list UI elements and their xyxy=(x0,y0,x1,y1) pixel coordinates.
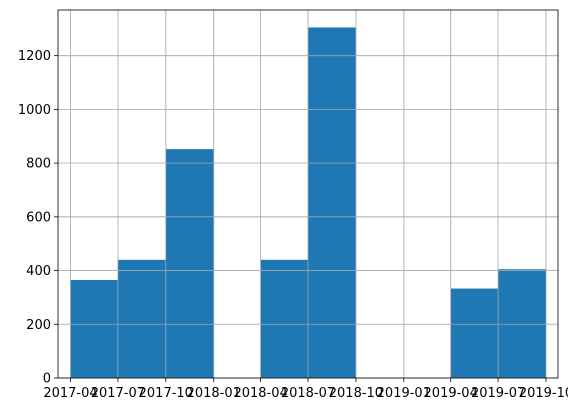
histogram-bar xyxy=(498,269,547,378)
x-tick-label: 2019-07 xyxy=(471,386,525,401)
histogram-bars xyxy=(70,27,547,379)
y-tick-label: 600 xyxy=(26,210,51,225)
x-tick-label: 2017-04 xyxy=(43,386,97,401)
axis-tick-labels: 2017-042017-072017-102018-012018-042018-… xyxy=(18,49,568,401)
x-tick-label: 2018-10 xyxy=(329,386,383,401)
y-tick-label: 1000 xyxy=(18,103,51,118)
histogram-bar xyxy=(450,288,499,378)
x-tick-label: 2019-01 xyxy=(377,386,431,401)
x-tick-label: 2019-10 xyxy=(519,386,568,401)
y-tick-label: 0 xyxy=(43,372,51,387)
y-tick-label: 400 xyxy=(26,264,51,279)
histogram-bar xyxy=(70,279,118,378)
x-tick-label: 2019-04 xyxy=(424,386,478,401)
x-tick-label: 2018-07 xyxy=(281,386,335,401)
x-tick-label: 2018-04 xyxy=(233,386,287,401)
y-tick-label: 1200 xyxy=(18,49,51,64)
histogram-bar xyxy=(165,149,214,378)
axis-ticks xyxy=(54,55,547,382)
histogram-bar xyxy=(308,27,356,379)
histogram-bar xyxy=(260,259,308,378)
y-tick-label: 200 xyxy=(26,318,51,333)
x-tick-label: 2018-01 xyxy=(187,386,241,401)
x-tick-label: 2017-10 xyxy=(139,386,193,401)
histogram-bar xyxy=(117,259,166,378)
y-tick-label: 800 xyxy=(26,157,51,172)
x-tick-label: 2017-07 xyxy=(91,386,145,401)
